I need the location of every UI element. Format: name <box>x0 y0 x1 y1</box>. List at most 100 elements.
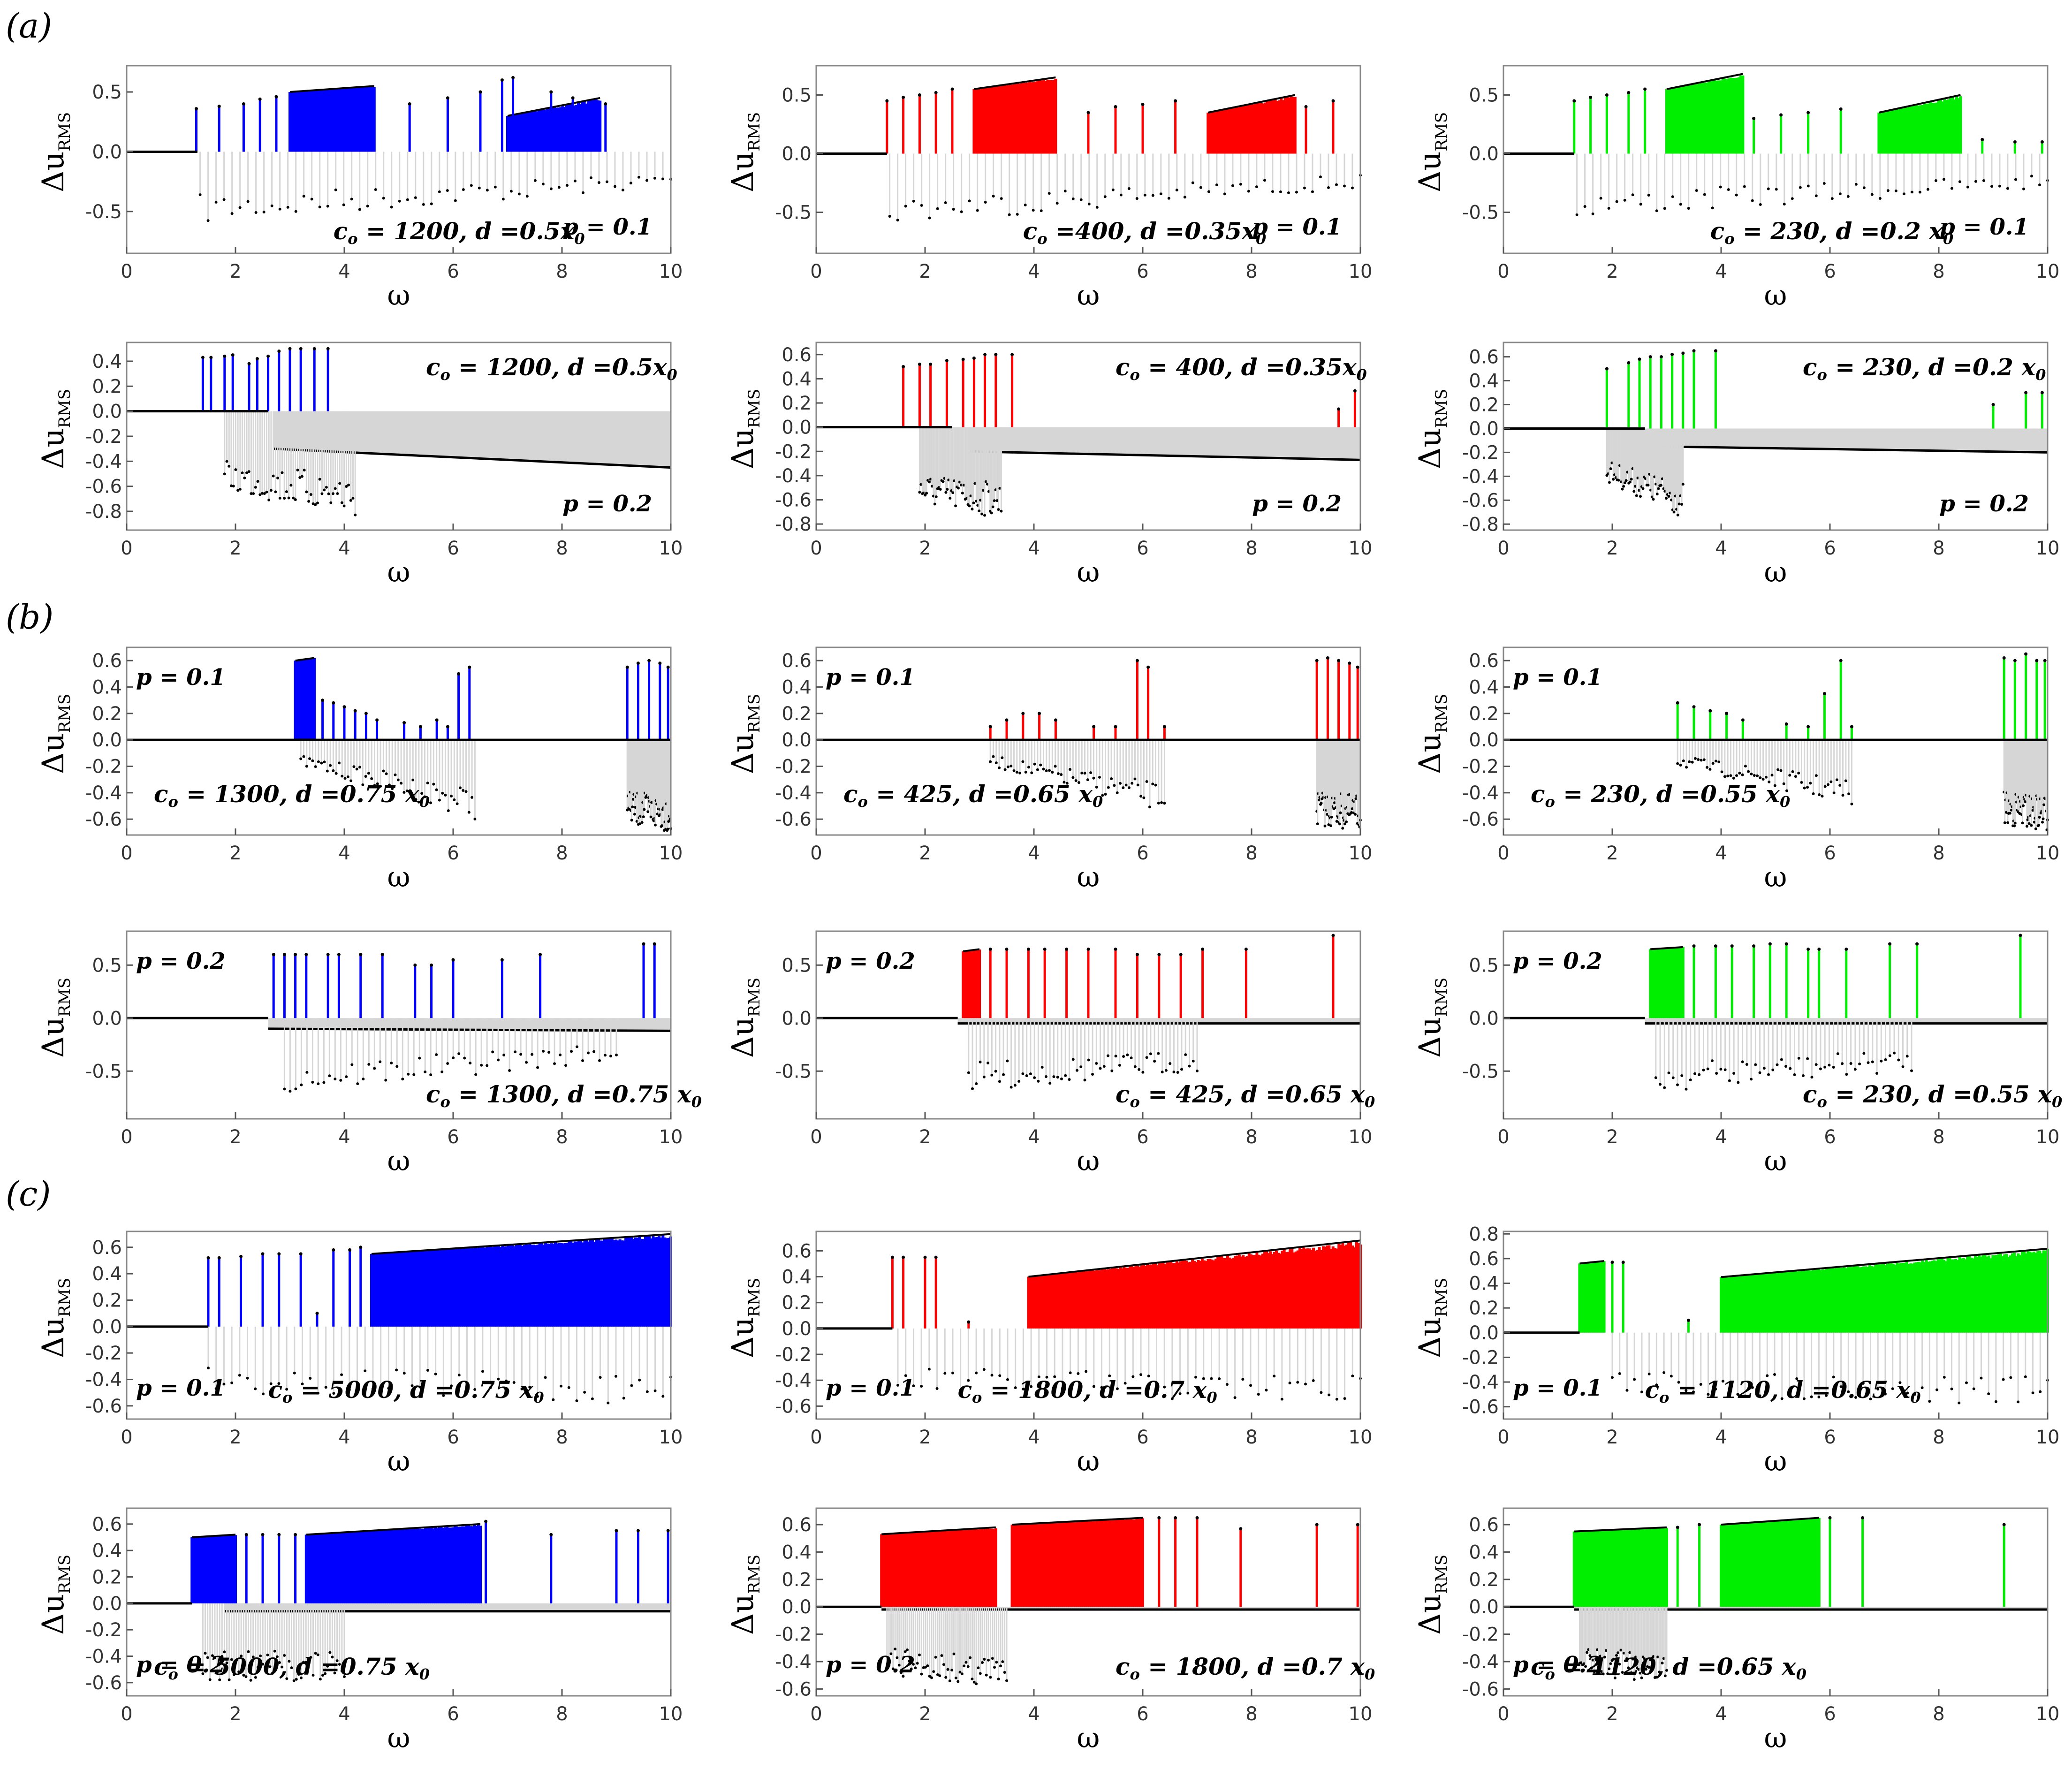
negative-spike-point <box>1249 1384 1252 1387</box>
negative-spike-point <box>1017 1080 1021 1083</box>
negative-spike-point <box>299 1676 303 1679</box>
negative-spike-point <box>1634 1655 1637 1659</box>
negative-spike-point <box>944 1676 948 1679</box>
negative-spike-point <box>1854 182 1858 186</box>
band-top-curve <box>1721 1517 1819 1526</box>
spike-point <box>1768 942 1772 946</box>
negative-spike-point <box>1119 193 1123 197</box>
negative-spike-point <box>1987 1392 1990 1396</box>
x-tick-label: 4 <box>1028 843 1040 864</box>
negative-spike-point <box>273 1649 276 1653</box>
y-tick-label: 0.4 <box>92 351 122 372</box>
negative-spike-point <box>1625 1389 1629 1392</box>
negative-spike-point <box>367 1063 371 1066</box>
negative-spike-point <box>1869 1397 1872 1401</box>
negative-spike-point <box>998 1374 1002 1377</box>
negative-spike-point <box>435 788 438 791</box>
y-tick-label: -0.6 <box>775 489 812 511</box>
y-tick-label: 0.6 <box>782 1240 812 1262</box>
negative-spike-point <box>1647 1666 1651 1669</box>
negative-spike-point <box>991 1657 994 1660</box>
negative-spike-point <box>1000 197 1003 200</box>
negative-spike-point <box>1943 1375 1946 1379</box>
negative-spike-point <box>1750 1078 1753 1081</box>
x-tick-label: 10 <box>2036 538 2060 559</box>
parameter-annotation: co = 230, d =0.2 x0 <box>1710 217 1953 248</box>
negative-spike-point <box>930 1676 933 1679</box>
negative-spike-point <box>340 1373 343 1376</box>
negative-spike-point <box>465 1387 469 1390</box>
negative-spike-point <box>395 1065 399 1068</box>
y-tick-label: 0.0 <box>92 401 122 423</box>
x-tick-label: 0 <box>810 538 822 559</box>
negative-spike-point <box>1797 772 1800 775</box>
negative-spike-point <box>1795 1377 1799 1381</box>
spike-point <box>2013 140 2017 144</box>
negative-spike-point <box>1810 1076 1814 1079</box>
negative-spike-point <box>946 488 949 491</box>
y-tick-label: -0.4 <box>775 1651 812 1673</box>
parameter-annotation: co = 1800, d =0.7 x0 <box>1116 1653 1375 1683</box>
y-axis-label: ΔuRMS <box>1413 1555 1451 1635</box>
x-axis-label: ω <box>387 556 410 589</box>
negative-spike-point <box>1615 200 1618 203</box>
y-tick-label: -0.5 <box>85 1061 122 1082</box>
negative-spike-point <box>283 1654 286 1657</box>
negative-spike-point <box>332 1392 335 1395</box>
negative-spike-point <box>604 1054 607 1057</box>
negative-spike-point <box>1662 1657 1665 1660</box>
spike-point <box>1698 1523 1701 1526</box>
negative-spike-point <box>1685 766 1688 769</box>
y-tick-label: 0.2 <box>92 1566 122 1588</box>
x-tick-label: 6 <box>1824 1703 1836 1725</box>
negative-spike-point <box>1832 1375 1835 1379</box>
negative-spike-point <box>390 1062 393 1065</box>
negative-spike-point <box>1111 188 1115 191</box>
negative-spike-point <box>1074 779 1078 782</box>
negative-spike-point <box>1178 1392 1182 1395</box>
negative-spike-point <box>314 503 317 506</box>
negative-spike-point <box>1255 185 1258 189</box>
negative-spike-point <box>631 797 635 801</box>
negative-spike-point <box>316 501 319 505</box>
negative-spike-point <box>1806 1057 1809 1060</box>
y-tick-label: 0.0 <box>782 729 812 751</box>
negative-spike-point <box>323 760 326 764</box>
spike-point <box>500 958 504 962</box>
negative-spike-point <box>1810 1395 1813 1398</box>
y-tick-label: -0.6 <box>1462 490 1499 511</box>
negative-spike-point <box>462 789 465 792</box>
negative-spike-point <box>302 1661 305 1664</box>
negative-spike-point <box>1655 1383 1658 1387</box>
negative-spike-point <box>1223 192 1226 196</box>
negative-spike-point <box>1599 1655 1602 1658</box>
negative-spike-point <box>533 179 537 182</box>
negative-spike-point <box>1586 1651 1589 1654</box>
negative-spike-point <box>960 210 963 213</box>
negative-spike-point <box>2018 812 2021 815</box>
negative-spike-point <box>1905 1055 1909 1058</box>
y-axis-label: ΔuRMS <box>1413 694 1451 774</box>
negative-spike-point <box>1145 780 1148 783</box>
spike-point <box>988 725 992 729</box>
negative-spike-point <box>1758 1394 1761 1397</box>
negative-spike-point <box>1836 1052 1839 1056</box>
negative-spike-point <box>525 195 529 198</box>
negative-spike-point <box>661 177 664 181</box>
x-tick-label: 8 <box>556 261 568 282</box>
spike-point <box>217 1256 221 1260</box>
x-tick-label: 6 <box>1137 1427 1148 1448</box>
p-annotation: p = 0.1 <box>826 1375 915 1401</box>
y-tick-label: -0.2 <box>85 1619 122 1641</box>
negative-spike-point <box>900 1671 903 1674</box>
spike-point <box>625 665 629 669</box>
negative-spike-point <box>987 1061 990 1064</box>
floor-region <box>968 427 1360 460</box>
negative-spike-point <box>1086 778 1089 782</box>
negative-spike-point <box>463 1056 466 1060</box>
p-annotation: p = 0.1 <box>136 1375 226 1401</box>
negative-spike-point <box>583 1390 586 1394</box>
spike-point <box>934 1255 938 1259</box>
negative-spike-point <box>1679 764 1682 767</box>
y-tick-label: 0.5 <box>1469 955 1499 976</box>
